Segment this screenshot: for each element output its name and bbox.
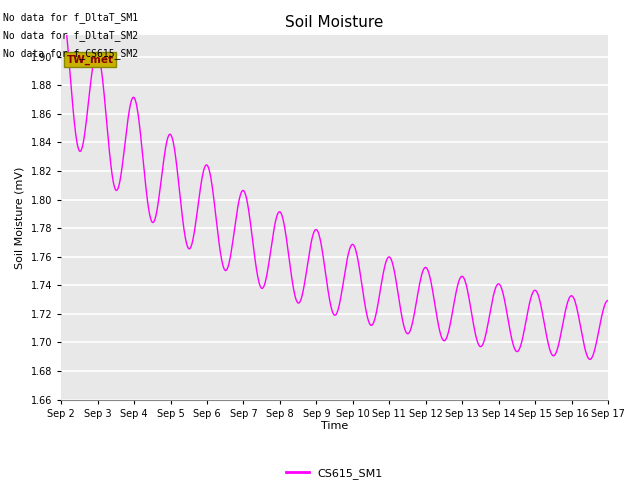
Title: Soil Moisture: Soil Moisture: [285, 15, 384, 30]
Legend: CS615_SM1: CS615_SM1: [282, 463, 387, 480]
Text: No data for f_DltaT_SM1: No data for f_DltaT_SM1: [3, 12, 138, 23]
Y-axis label: Soil Moisture (mV): Soil Moisture (mV): [15, 166, 25, 269]
Text: TW_met: TW_met: [67, 54, 114, 65]
Text: No data for f_CS615_SM2: No data for f_CS615_SM2: [3, 48, 138, 60]
X-axis label: Time: Time: [321, 421, 348, 432]
Text: No data for f_DltaT_SM2: No data for f_DltaT_SM2: [3, 30, 138, 41]
